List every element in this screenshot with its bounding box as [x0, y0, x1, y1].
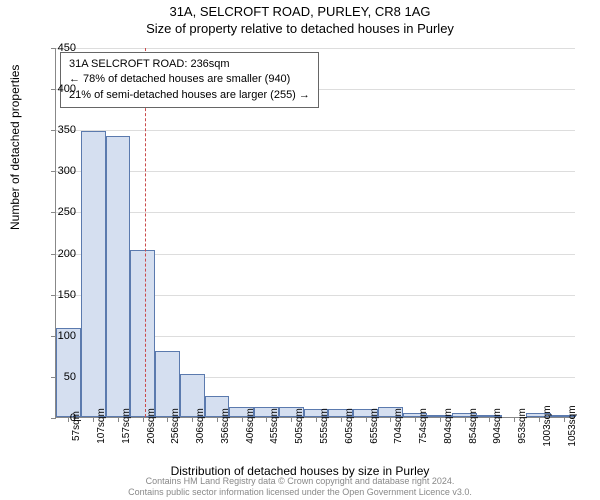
- xtick-label: 107sqm: [96, 408, 107, 444]
- xtick-mark: [291, 417, 292, 422]
- ytick-label: 200: [46, 248, 76, 260]
- xtick-label: 455sqm: [269, 408, 280, 444]
- xtick-label: 1003sqm: [542, 405, 553, 446]
- histogram-bar: [81, 131, 106, 417]
- xtick-label: 356sqm: [220, 408, 231, 444]
- xtick-mark: [316, 417, 317, 422]
- xtick-label: 704sqm: [393, 408, 404, 444]
- ytick-label: 250: [46, 206, 76, 218]
- ytick-label: 50: [46, 371, 76, 383]
- histogram-bar: [106, 136, 131, 417]
- xtick-label: 157sqm: [121, 408, 132, 444]
- ytick-label: 450: [46, 42, 76, 54]
- xtick-mark: [440, 417, 441, 422]
- footer-line: Contains HM Land Registry data © Crown c…: [0, 476, 600, 487]
- annotation-box: 31A SELCROFT ROAD: 236sqm ← 78% of detac…: [60, 52, 319, 108]
- xtick-mark: [514, 417, 515, 422]
- xtick-mark: [217, 417, 218, 422]
- gridline: [56, 212, 575, 213]
- xtick-label: 306sqm: [195, 408, 206, 444]
- xtick-label: 904sqm: [492, 408, 503, 444]
- ytick-label: 350: [46, 124, 76, 136]
- gridline: [56, 171, 575, 172]
- xtick-label: 555sqm: [319, 408, 330, 444]
- xtick-mark: [564, 417, 565, 422]
- footer-line: Contains public sector information licen…: [0, 487, 600, 498]
- annotation-line: 31A SELCROFT ROAD: 236sqm: [69, 57, 310, 72]
- xtick-label: 754sqm: [418, 408, 429, 444]
- xtick-mark: [143, 417, 144, 422]
- annotation-line: 21% of semi-detached houses are larger (…: [69, 88, 310, 103]
- xtick-label: 655sqm: [369, 408, 380, 444]
- xtick-label: 605sqm: [344, 408, 355, 444]
- xtick-mark: [167, 417, 168, 422]
- annotation-line: ← 78% of detached houses are smaller (94…: [69, 72, 310, 87]
- xtick-mark: [539, 417, 540, 422]
- chart-subtitle: Size of property relative to detached ho…: [0, 19, 600, 36]
- histogram-bar: [130, 250, 155, 417]
- xtick-label: 57sqm: [71, 411, 82, 441]
- xtick-label: 256sqm: [170, 408, 181, 444]
- footer: Contains HM Land Registry data © Crown c…: [0, 476, 600, 498]
- xtick-label: 953sqm: [517, 408, 528, 444]
- xtick-mark: [118, 417, 119, 422]
- xtick-label: 1053sqm: [567, 405, 578, 446]
- xtick-mark: [93, 417, 94, 422]
- xtick-mark: [465, 417, 466, 422]
- xtick-mark: [366, 417, 367, 422]
- xtick-label: 206sqm: [146, 408, 157, 444]
- xtick-label: 854sqm: [468, 408, 479, 444]
- xtick-mark: [390, 417, 391, 422]
- ytick-label: 400: [46, 83, 76, 95]
- histogram-bar: [155, 351, 180, 417]
- chart-title: 31A, SELCROFT ROAD, PURLEY, CR8 1AG: [0, 0, 600, 19]
- xtick-label: 804sqm: [443, 408, 454, 444]
- ytick-label: 300: [46, 165, 76, 177]
- xtick-mark: [341, 417, 342, 422]
- ytick-label: 150: [46, 289, 76, 301]
- ytick-label: 100: [46, 330, 76, 342]
- chart-container: 31A, SELCROFT ROAD, PURLEY, CR8 1AG Size…: [0, 0, 600, 500]
- xtick-label: 406sqm: [245, 408, 256, 444]
- xtick-label: 505sqm: [294, 408, 305, 444]
- y-axis-label: Number of detached properties: [8, 65, 22, 230]
- gridline: [56, 48, 575, 49]
- xtick-mark: [489, 417, 490, 422]
- xtick-mark: [192, 417, 193, 422]
- xtick-mark: [266, 417, 267, 422]
- xtick-mark: [415, 417, 416, 422]
- gridline: [56, 130, 575, 131]
- xtick-mark: [242, 417, 243, 422]
